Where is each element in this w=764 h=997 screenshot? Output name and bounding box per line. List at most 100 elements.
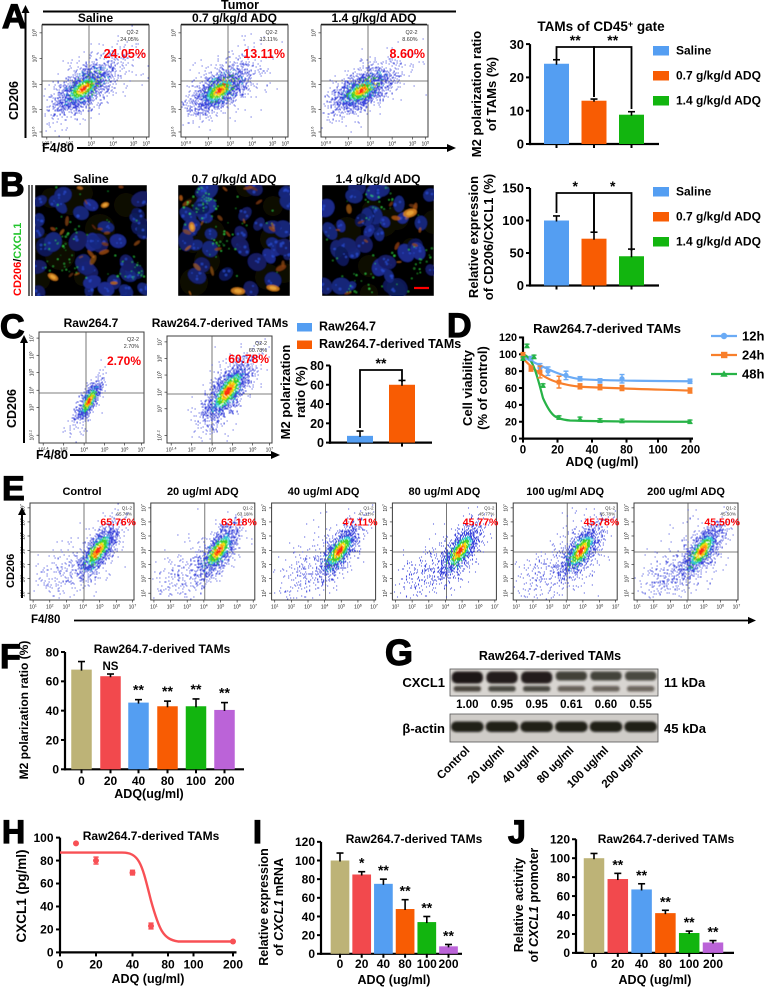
svg-text:ADQ (ug/ml): ADQ (ug/ml) [566,455,639,469]
svg-text:104: 104 [29,386,36,394]
svg-text:103: 103 [171,106,178,114]
svg-text:106: 106 [249,447,257,454]
svg-text:40: 40 [635,957,649,971]
svg-text:104: 104 [624,547,631,555]
svg-text:40: 40 [132,774,146,788]
svg-text:103: 103 [60,447,68,454]
svg-text:101.6: 101.6 [171,127,178,138]
svg-text:0: 0 [308,947,315,961]
svg-text:Control: Control [62,486,101,498]
svg-text:104: 104 [311,81,318,89]
svg-text:100: 100 [502,213,524,228]
svg-text:105: 105 [458,604,466,611]
svg-text:105: 105 [157,371,164,379]
svg-text:105: 105 [261,532,268,540]
svg-text:107: 107 [140,504,147,512]
svg-text:Raw264.7: Raw264.7 [319,320,376,334]
svg-text:103: 103 [183,604,191,611]
svg-text:13.11%: 13.11% [243,47,285,61]
svg-text:105: 105 [311,55,318,63]
svg-text:80: 80 [302,872,316,886]
svg-text:20: 20 [355,957,369,971]
svg-text:101: 101 [150,604,158,611]
svg-text:106: 106 [596,604,604,611]
svg-text:107: 107 [20,504,27,512]
svg-text:120: 120 [550,833,570,847]
svg-text:80: 80 [40,854,54,868]
svg-text:103: 103 [226,141,234,148]
svg-text:**: ** [191,681,202,697]
svg-text:45.77%: 45.77% [463,517,499,529]
svg-text:C: C [0,308,25,346]
svg-text:102: 102 [46,604,54,611]
svg-text:100: 100 [550,852,570,866]
svg-text:120: 120 [499,332,517,344]
svg-text:20: 20 [551,445,564,457]
svg-text:103: 103 [140,561,147,569]
svg-text:80: 80 [659,957,673,971]
svg-text:**: ** [612,856,623,872]
svg-text:β-actin: β-actin [402,721,445,736]
svg-text:F4/80: F4/80 [42,141,74,155]
svg-text:40: 40 [46,704,60,718]
svg-text:103: 103 [366,141,374,148]
svg-text:Raw264.7: Raw264.7 [64,316,119,330]
svg-text:Q2-2: Q2-2 [266,30,278,36]
svg-text:**: ** [400,883,411,899]
svg-text:ADQ (ug/ml): ADQ (ug/ml) [112,972,185,986]
svg-text:1.4 g/kg/d ADQ: 1.4 g/kg/d ADQ [676,235,761,249]
svg-text:M2 polarization ratio (%): M2 polarization ratio (%) [17,641,31,780]
svg-text:45.78%: 45.78% [584,517,620,529]
svg-text:M2 polarization: M2 polarization [278,345,293,440]
svg-text:H: H [2,814,25,850]
svg-text:50: 50 [510,246,524,261]
svg-text:80: 80 [557,870,571,884]
svg-text:0: 0 [517,278,524,293]
svg-text:20: 20 [510,70,524,85]
svg-text:105: 105 [29,369,36,377]
svg-text:80: 80 [161,774,175,788]
svg-text:*: * [573,178,579,194]
svg-text:104: 104 [80,447,88,454]
svg-text:102: 102 [382,575,389,583]
svg-text:45 kDa: 45 kDa [664,721,707,736]
svg-text:2.70%: 2.70% [107,354,141,368]
svg-text:2.70%: 2.70% [124,344,139,350]
svg-text:F4/80: F4/80 [36,448,68,462]
svg-text:104: 104 [382,547,389,555]
svg-text:107: 107 [261,504,268,512]
svg-text:103: 103 [624,561,631,569]
svg-text:150: 150 [502,181,524,196]
svg-text:**: ** [376,355,387,371]
svg-text:0: 0 [78,774,85,788]
svg-text:0.60: 0.60 [595,699,617,711]
svg-text:Q1-2: Q1-2 [726,506,737,511]
svg-text:102: 102 [205,141,213,148]
svg-text:Raw264.7-derived TAMs: Raw264.7-derived TAMs [533,321,681,336]
svg-text:106: 106 [261,518,268,526]
svg-text:104: 104 [157,388,164,396]
svg-text:Q2-2: Q2-2 [255,341,267,347]
svg-text:106: 106 [233,604,241,611]
svg-text:80: 80 [620,445,633,457]
svg-text:CXCL1: CXCL1 [402,675,445,690]
svg-text:63.18%: 63.18% [237,512,253,517]
svg-text:0: 0 [591,957,598,971]
svg-text:107: 107 [129,604,137,611]
svg-text:G: G [385,632,413,673]
svg-text:30: 30 [510,37,524,52]
svg-text:101: 101 [633,604,641,611]
svg-text:105: 105 [96,604,104,611]
svg-text:**: ** [219,685,230,701]
svg-text:Q1-2: Q1-2 [484,506,495,511]
svg-text:47.11%: 47.11% [358,512,373,517]
svg-text:105: 105 [700,604,708,611]
svg-text:107: 107 [249,604,257,611]
svg-text:106: 106 [624,518,631,526]
svg-text:CD206: CD206 [5,554,17,588]
svg-text:ratio (%): ratio (%) [293,366,308,418]
svg-text:Tumor: Tumor [221,0,259,12]
svg-text:40: 40 [377,957,391,971]
svg-text:104: 104 [562,604,570,611]
svg-text:CD206: CD206 [5,389,19,428]
